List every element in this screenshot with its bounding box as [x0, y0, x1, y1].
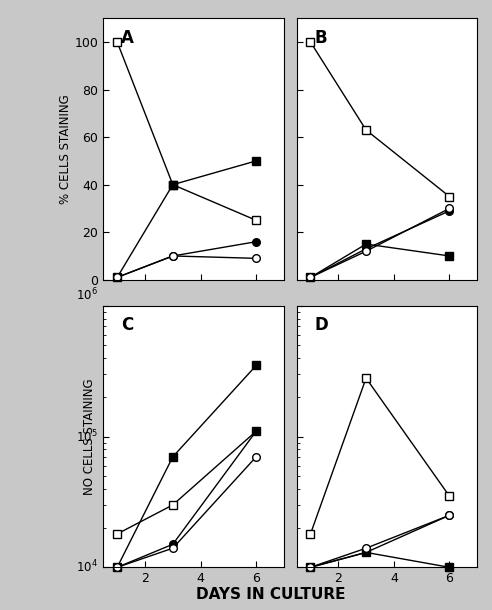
Text: DAYS IN CULTURE: DAYS IN CULTURE	[196, 587, 345, 602]
Text: A: A	[122, 29, 134, 47]
Y-axis label: % CELLS STAINING: % CELLS STAINING	[59, 94, 72, 204]
Y-axis label: NO CELLS STAINING: NO CELLS STAINING	[83, 378, 95, 495]
Text: $10^4$: $10^4$	[76, 559, 98, 576]
Text: D: D	[315, 317, 329, 334]
Text: $10^6$: $10^6$	[76, 287, 98, 303]
Text: C: C	[122, 317, 134, 334]
Text: B: B	[315, 29, 327, 47]
Text: $10^5$: $10^5$	[76, 428, 98, 445]
